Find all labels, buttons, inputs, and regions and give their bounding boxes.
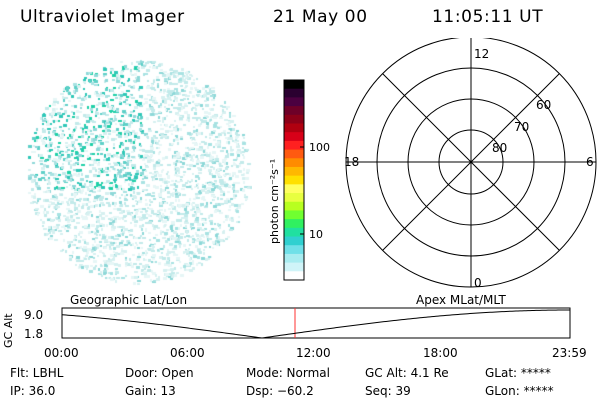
mlt-label-6: 6 bbox=[586, 155, 594, 169]
door-info: Door: Open bbox=[125, 366, 194, 380]
dsp-info: Dsp: −60.2 bbox=[246, 384, 314, 398]
colorbar-stripe bbox=[284, 201, 304, 212]
colorbar-stripe bbox=[284, 132, 304, 142]
mlt-label-12: 12 bbox=[474, 47, 489, 61]
seq-info: Seq: 39 bbox=[365, 384, 411, 398]
mlt-label-0: 0 bbox=[474, 276, 482, 290]
mlat-label-80: 80 bbox=[492, 141, 507, 155]
x-tick-0000: 00:00 bbox=[44, 346, 79, 360]
date-label: 21 May 00 bbox=[273, 7, 368, 27]
colorbar-stripe bbox=[284, 106, 304, 116]
colorbar-stripe bbox=[284, 88, 304, 98]
colorbar-stripe bbox=[284, 227, 304, 238]
mode-info: Mode: Normal bbox=[246, 366, 330, 380]
mlat-label-60: 60 bbox=[536, 98, 551, 112]
x-tick-2359: 23:59 bbox=[552, 346, 587, 360]
apex-mlat-mlt-label: Apex MLat/MLT bbox=[416, 293, 506, 307]
colorbar-stripe bbox=[284, 271, 304, 281]
colorbar-stripe bbox=[284, 175, 304, 185]
colorbar-stripe bbox=[284, 114, 304, 125]
colorbar-stripe bbox=[284, 158, 304, 168]
y-tick-9: 9.0 bbox=[24, 308, 43, 322]
colorbar-stripe bbox=[284, 123, 304, 133]
filter-info: Flt: LBHL bbox=[10, 366, 64, 380]
colorbar-tick-10: 10 bbox=[309, 228, 323, 241]
colorbar-stripe bbox=[284, 253, 304, 264]
colorbar-stripe bbox=[284, 236, 304, 246]
instrument-title: Ultraviolet Imager bbox=[20, 7, 185, 27]
y-tick-1-8: 1.8 bbox=[24, 327, 43, 341]
alt-plot-frame bbox=[61, 307, 571, 339]
gain-info: Gain: 13 bbox=[125, 384, 176, 398]
colorbar-stripe bbox=[284, 166, 304, 177]
gc-altitude-plot: GC Alt 9.0 1.8 bbox=[2, 307, 571, 348]
colorbar-tick-100: 100 bbox=[309, 141, 330, 154]
x-tick-0600: 06:00 bbox=[170, 346, 205, 360]
x-tick-1200: 12:00 bbox=[296, 346, 331, 360]
mlt-label-18: 18 bbox=[344, 155, 359, 169]
colorbar: 100 10 photon cm⁻²s⁻¹ bbox=[268, 79, 330, 281]
altitude-curve bbox=[61, 309, 570, 339]
colorbar-stripe bbox=[284, 262, 304, 272]
colorbar-stripe bbox=[284, 149, 304, 159]
geographic-lat-lon-label: Geographic Lat/Lon bbox=[70, 293, 188, 307]
gc-alt-info: GC Alt: 4.1 Re bbox=[365, 366, 449, 380]
mlat-label-70: 70 bbox=[514, 120, 529, 134]
colorbar-stripe bbox=[284, 245, 304, 255]
colorbar-stripe bbox=[284, 210, 304, 220]
colorbar-stripe bbox=[284, 193, 304, 203]
colorbar-stripe bbox=[284, 80, 304, 90]
colorbar-stripe bbox=[284, 219, 304, 229]
colorbar-stripe bbox=[284, 140, 304, 151]
gc-alt-axis-title: GC Alt bbox=[2, 313, 15, 348]
colorbar-stripe bbox=[284, 184, 304, 194]
colorbar-stripe bbox=[284, 97, 304, 107]
x-tick-1800: 18:00 bbox=[423, 346, 458, 360]
glat-info: GLat: ***** bbox=[485, 366, 551, 380]
time-label: 11:05:11 UT bbox=[432, 7, 544, 27]
ip-info: IP: 36.0 bbox=[10, 384, 56, 398]
colorbar-unit-label: photon cm⁻²s⁻¹ bbox=[268, 159, 281, 244]
glon-info: GLon: ***** bbox=[485, 384, 554, 398]
uv-auroral-image bbox=[22, 58, 252, 288]
mlat-mlt-polar-grid: 12 18 6 0 60 70 80 bbox=[344, 38, 597, 290]
